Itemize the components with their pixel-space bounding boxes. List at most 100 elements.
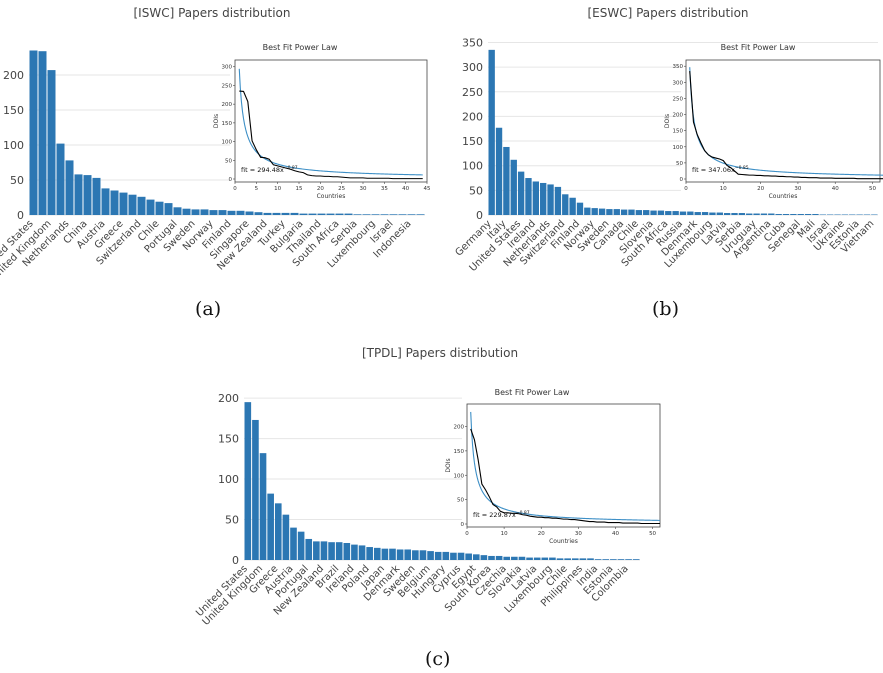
bar	[396, 549, 404, 560]
bar	[254, 212, 263, 215]
y-tick-label: 0	[232, 554, 239, 567]
bar	[236, 210, 245, 215]
bar	[412, 550, 419, 560]
bar	[297, 531, 305, 560]
inset-x-tick-label: 30	[794, 186, 801, 192]
bar	[83, 175, 92, 215]
bar	[650, 210, 657, 215]
bar	[495, 555, 503, 560]
bar	[480, 555, 488, 560]
bar	[540, 182, 547, 215]
bar	[137, 196, 146, 215]
inset-x-label: Countries	[769, 193, 798, 200]
inset-y-tick-label: 50	[457, 498, 464, 504]
inset-y-tick-label: 150	[454, 449, 465, 455]
bar	[299, 213, 308, 215]
fit-label: fit = 294.48x−0.87	[241, 165, 298, 174]
bar	[782, 214, 790, 215]
bar	[571, 558, 579, 560]
bar	[488, 555, 495, 560]
bar	[812, 214, 819, 215]
bar	[328, 542, 335, 560]
bar	[326, 213, 335, 215]
bar	[128, 194, 137, 215]
bar	[362, 214, 371, 215]
y-tick-label: 50	[10, 174, 24, 187]
inset-x-tick-label: 0	[233, 186, 237, 192]
bar	[398, 214, 407, 215]
bar	[29, 50, 38, 215]
bar	[775, 214, 782, 215]
y-tick-label: 100	[3, 139, 24, 152]
bar	[146, 199, 155, 215]
bar	[602, 559, 610, 560]
inset-x-tick-label: 45	[424, 186, 431, 192]
data-line	[239, 90, 423, 180]
bar	[245, 211, 254, 215]
bar	[404, 549, 412, 560]
y-tick-label: 100	[218, 473, 239, 486]
chart-0: [ISWC] Papers distribution050100150200Un…	[0, 6, 431, 283]
bar	[389, 214, 398, 215]
inset-y-label: DOIs	[664, 114, 671, 128]
inset-y-tick-label: 250	[222, 83, 233, 89]
bar	[672, 211, 679, 215]
bar	[716, 212, 723, 215]
bar	[244, 402, 252, 560]
bar	[313, 541, 320, 560]
bar	[556, 558, 564, 560]
bar	[371, 214, 380, 215]
bar	[380, 214, 389, 215]
bar	[517, 171, 525, 215]
y-tick-label: 150	[462, 135, 483, 148]
y-tick-label: 250	[462, 86, 483, 99]
bar	[209, 210, 218, 215]
bar	[532, 181, 540, 215]
bar	[65, 160, 74, 215]
inset-x-tick-label: 50	[869, 186, 876, 192]
inset-y-tick-label: 50	[676, 161, 683, 167]
inset-y-tick-label: 150	[673, 129, 684, 135]
bar	[366, 547, 373, 560]
bar	[267, 493, 274, 560]
bar	[804, 214, 812, 215]
bar	[465, 553, 472, 560]
bar	[547, 184, 554, 215]
chart-title: [TPDL] Papers distribution	[362, 346, 518, 360]
bar	[587, 558, 594, 560]
bar	[598, 208, 606, 215]
bar	[495, 127, 503, 215]
bar	[503, 146, 510, 215]
bar	[591, 208, 598, 215]
bar	[657, 210, 665, 215]
y-tick-label: 150	[3, 104, 24, 117]
inset-y-tick-label: 200	[673, 113, 684, 119]
inset-x-tick-label: 30	[575, 531, 582, 537]
bar	[613, 209, 620, 215]
inset-title: Best Fit Power Law	[721, 43, 796, 52]
inset-y-tick-label: 300	[222, 65, 233, 71]
inset-x-tick-label: 20	[538, 531, 545, 537]
bar	[746, 213, 753, 215]
bar	[526, 557, 533, 560]
bar	[101, 188, 110, 215]
subfigure-label-c: (c)	[425, 648, 451, 670]
inset-y-tick-label: 0	[461, 522, 465, 528]
inset-y-tick-label: 100	[454, 473, 465, 479]
inset-chart: Best Fit Power Law 0 10 20 30 40 50 0 50 100 150 20…	[445, 388, 663, 549]
bar	[790, 214, 797, 215]
bar	[407, 214, 416, 215]
bar	[389, 548, 396, 560]
bar	[569, 197, 576, 215]
bar	[679, 211, 687, 215]
inset-x-tick-label: 20	[317, 186, 324, 192]
bar	[628, 209, 635, 215]
inset-y-tick-label: 100	[673, 145, 684, 151]
bar	[620, 209, 628, 215]
bar	[472, 554, 480, 560]
bar	[74, 174, 83, 215]
bar	[263, 212, 272, 215]
inset-background	[230, 44, 430, 204]
bar	[416, 214, 425, 215]
inset-x-label: Countries	[317, 193, 346, 200]
